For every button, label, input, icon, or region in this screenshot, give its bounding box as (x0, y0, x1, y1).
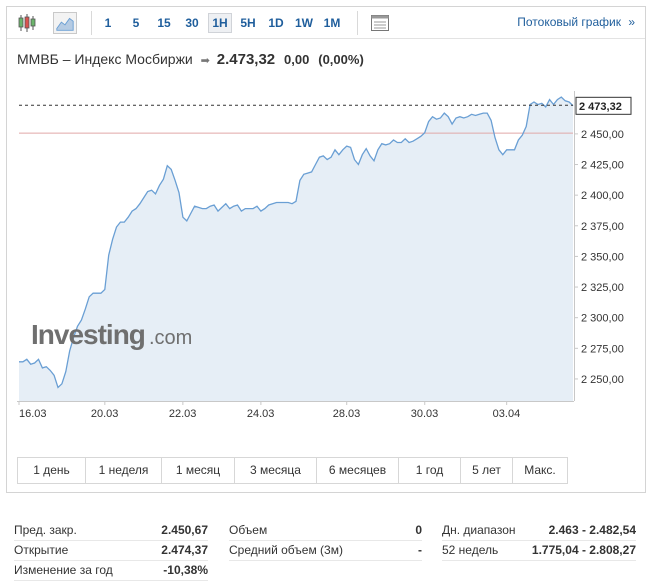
price-line (19, 96, 574, 389)
stat-label: 52 недель (442, 543, 499, 557)
stat-value: 0 (415, 523, 422, 537)
streaming-chart-label: Потоковый график (517, 15, 621, 29)
range-1-month[interactable]: 1 месяц (162, 458, 235, 483)
y-tick-label: 2 250,00 (581, 374, 624, 386)
timeframe-15[interactable]: 15 (157, 16, 171, 30)
y-tick-label: 2 450,00 (581, 129, 624, 141)
stat-value: 1.775,04 - 2.808,27 (531, 543, 636, 557)
timeframe-5h[interactable]: 5H (240, 16, 256, 30)
candlestick-icon[interactable] (16, 12, 38, 34)
x-tick-label: 03.04 (493, 408, 521, 420)
x-tick-label: 16.03 (19, 408, 47, 420)
last-price-box (575, 96, 632, 115)
range-max[interactable]: Макс. (513, 458, 567, 483)
chart-toolbar: 1 5 15 30 1H 5H 1D 1W 1M Потоковый графи… (7, 7, 645, 39)
range-6-months[interactable]: 6 месяцев (317, 458, 399, 483)
stat-volume: Объем 0 (229, 520, 422, 541)
timeframe-30[interactable]: 30 (185, 16, 199, 30)
stat-label: Открытие (14, 543, 69, 557)
stat-value: 2.474,37 (161, 543, 208, 557)
table-icon[interactable] (369, 12, 391, 34)
instrument-name: ММВБ – Индекс Мосбиржи (17, 51, 193, 67)
range-1-week[interactable]: 1 неделя (86, 458, 162, 483)
chevron-right-icon: » (628, 15, 635, 29)
chart-widget: 1 5 15 30 1H 5H 1D 1W 1M Потоковый графи… (6, 6, 646, 493)
stat-prev-close: Пред. закр. 2.450,67 (14, 520, 208, 541)
timeframe-1w[interactable]: 1W (295, 16, 313, 30)
range-5-years[interactable]: 5 лет (461, 458, 513, 483)
y-tick-label: 2 375,00 (581, 221, 624, 233)
streaming-chart-link[interactable]: Потоковый график » (517, 15, 635, 29)
area-chart-icon[interactable] (53, 12, 77, 34)
y-tick-label: 2 400,00 (581, 190, 624, 202)
x-tick-label: 24.03 (247, 408, 275, 420)
x-tick-label: 28.03 (333, 408, 361, 420)
toolbar-separator (357, 11, 358, 35)
stat-52-week: 52 недель 1.775,04 - 2.808,27 (442, 540, 636, 561)
price-chart[interactable]: Investing .com 2 250,00 2 275,00 2 300,00 2… (7, 91, 645, 421)
stat-label: Изменение за год (14, 563, 113, 577)
timeframe-1h[interactable]: 1H (208, 13, 232, 33)
watermark-brand: Investing (31, 319, 145, 350)
stat-value: 2.463 - 2.482,54 (548, 523, 636, 537)
y-tick-label: 2 325,00 (581, 282, 624, 294)
range-selector: 1 день 1 неделя 1 месяц 3 месяца 6 месяц… (17, 457, 568, 484)
stat-day-range: Дн. диапазон 2.463 - 2.482,54 (442, 520, 636, 541)
stat-value: -10,38% (163, 563, 208, 577)
stat-avg-volume: Средний объем (3м) - (229, 540, 422, 561)
stat-label: Пред. закр. (14, 523, 77, 537)
last-price-label: 2 473,32 (579, 101, 622, 113)
timeframe-5[interactable]: 5 (132, 16, 140, 30)
stat-open: Открытие 2.474,37 (14, 540, 208, 561)
stat-label: Дн. диапазон (442, 523, 516, 537)
timeframe-1d[interactable]: 1D (268, 16, 284, 30)
watermark-suffix: .com (149, 327, 192, 349)
x-tick-label: 30.03 (411, 408, 439, 420)
x-tick-label: 22.03 (169, 408, 197, 420)
instrument-header: ММВБ – Индекс Мосбиржи ➡ 2.473,32 0,00 (… (17, 51, 364, 68)
instrument-change-percent: (0,00%) (318, 52, 364, 67)
toolbar-separator (91, 11, 92, 35)
timeframe-1[interactable]: 1 (104, 16, 112, 30)
stat-label: Объем (229, 523, 268, 537)
arrow-right-icon: ➡ (200, 55, 210, 67)
range-3-months[interactable]: 3 месяца (235, 458, 317, 483)
stat-value: - (418, 543, 422, 557)
instrument-price: 2.473,32 (216, 51, 276, 68)
range-1-day[interactable]: 1 день (18, 458, 86, 483)
range-1-year[interactable]: 1 год (399, 458, 461, 483)
stat-ytd-change: Изменение за год -10,38% (14, 560, 208, 581)
y-tick-label: 2 300,00 (581, 313, 624, 325)
y-axis-panel (575, 91, 645, 401)
stat-label: Средний объем (3м) (229, 543, 343, 557)
instrument-change: 0,00 (284, 52, 310, 67)
x-tick-label: 20.03 (91, 408, 119, 420)
y-tick-label: 2 350,00 (581, 251, 624, 263)
y-tick-label: 2 275,00 (581, 343, 624, 355)
timeframe-1m[interactable]: 1M (323, 16, 341, 30)
y-tick-label: 2 425,00 (581, 160, 624, 172)
stat-value: 2.450,67 (161, 523, 208, 537)
price-area (19, 97, 573, 401)
investing-watermark: Investing .com (31, 319, 192, 350)
